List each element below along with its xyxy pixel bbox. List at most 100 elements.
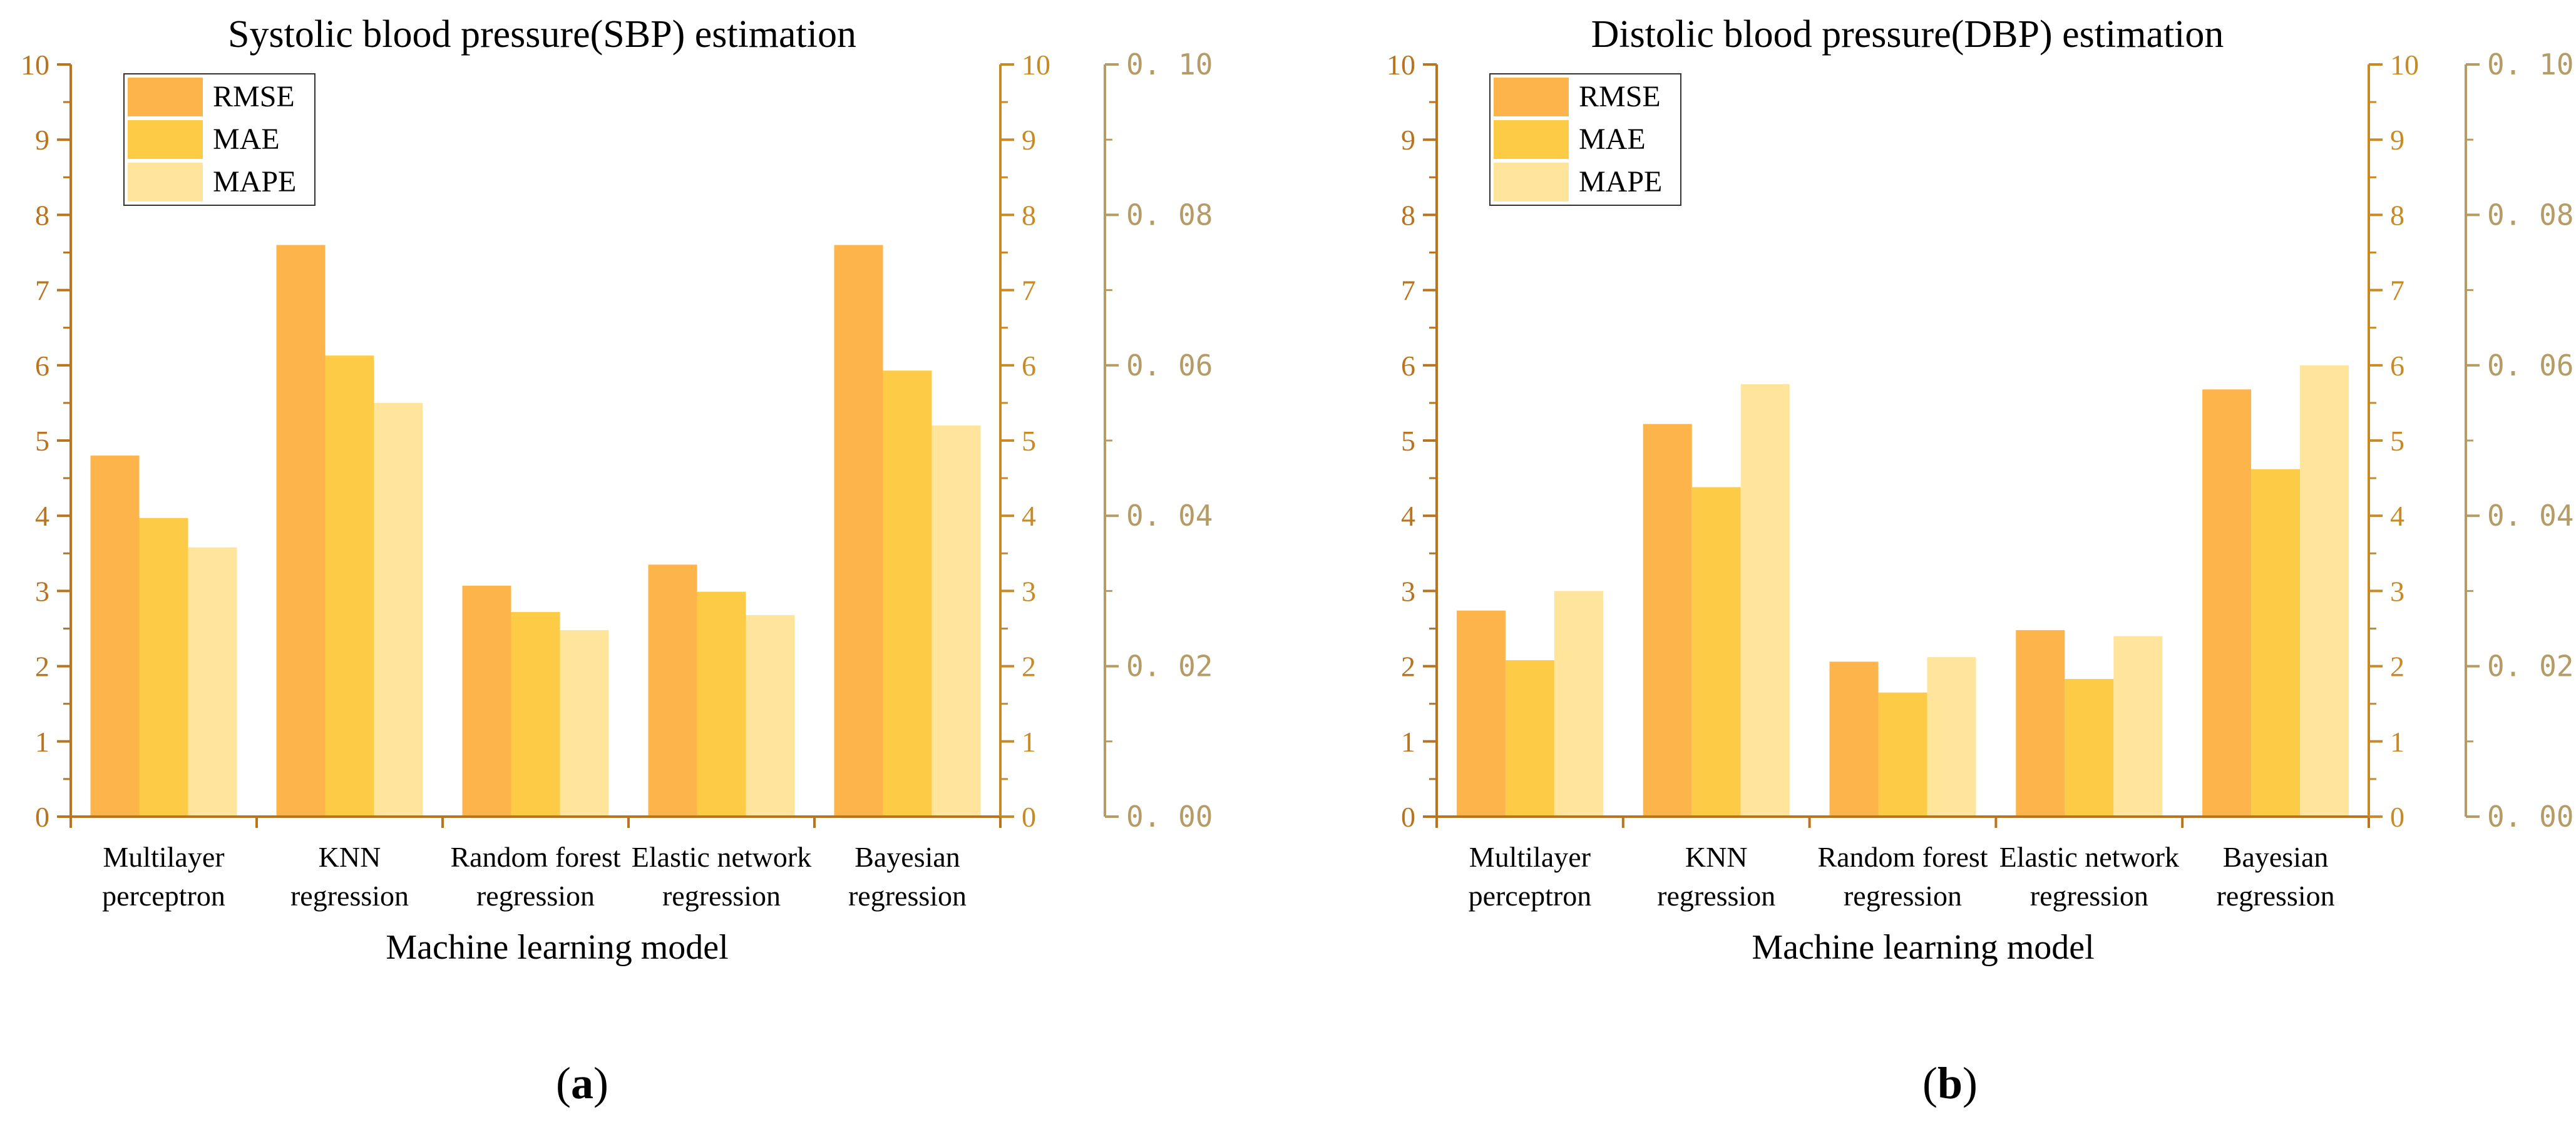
- bar-rmse-1: [90, 456, 140, 817]
- y-right-tick-label: 0. 08: [1126, 198, 1213, 232]
- y-left-tick-label: 6: [1401, 350, 1415, 382]
- x-tick-label: Random forest: [450, 841, 620, 873]
- y-mid-tick-label: 0: [1022, 801, 1036, 833]
- y-left-tick-label: 10: [21, 49, 49, 81]
- bar-mae-1: [139, 518, 188, 817]
- bar-mae-4: [697, 591, 746, 817]
- y-mid-tick-label: 2: [1022, 651, 1036, 683]
- y-left-tick-label: 10: [1387, 49, 1415, 81]
- x-tick-label: Random forest: [1817, 841, 1988, 873]
- x-tick-label: regression: [662, 880, 781, 912]
- y-right-tick-label: 0. 10: [2487, 48, 2573, 81]
- y-left-tick-label: 9: [35, 124, 49, 156]
- x-tick-label: Elastic network: [1999, 841, 2179, 873]
- y-left-tick-label: 7: [1401, 275, 1415, 307]
- y-left-tick-label: 1: [35, 726, 49, 758]
- panel-label-close: ): [1963, 1058, 1978, 1108]
- bar-mape-2: [374, 402, 423, 817]
- bar-mae-1: [1505, 660, 1554, 817]
- y-left-tick-label: 5: [1401, 425, 1415, 457]
- x-tick-label: regression: [1657, 880, 1775, 912]
- y-left-tick-label: 4: [35, 500, 49, 532]
- bar-rmse-2: [276, 245, 326, 817]
- y-mid-tick-label: 7: [2390, 275, 2404, 307]
- x-tick-label: perceptron: [1469, 880, 1592, 912]
- legend-label-mape: MAPE: [213, 165, 296, 198]
- x-tick-label: KNN: [1685, 841, 1748, 873]
- y-left-tick-label: 5: [35, 425, 49, 457]
- chart-panel-1: Systolic blood pressure(SBP) estimation M…: [21, 13, 1213, 1108]
- panel-label: (b): [1922, 1058, 1978, 1108]
- y-right-tick-label: 0. 00: [2487, 800, 2573, 834]
- y-right-tick-label: 0. 00: [1126, 800, 1213, 834]
- y-left-tick-label: 9: [1401, 124, 1415, 156]
- panel-label-open: (: [1922, 1058, 1937, 1108]
- bar-mape-3: [1927, 657, 1976, 817]
- y-mid-tick-label: 1: [1022, 726, 1036, 758]
- legend-label-rmse: RMSE: [1579, 80, 1661, 113]
- y-mid-tick-label: 10: [2390, 49, 2419, 81]
- bar-rmse-3: [1829, 661, 1879, 817]
- bar-mape-5: [2300, 365, 2349, 817]
- y-right-tick-label: 0. 06: [2487, 349, 2573, 382]
- y-left-tick-label: 0: [1401, 801, 1415, 833]
- x-axis-label: Machine learning model: [386, 928, 728, 967]
- y-left-tick-label: 2: [1401, 651, 1415, 683]
- y-right-tick-label: 0. 06: [1126, 349, 1213, 382]
- bar-mae-5: [2251, 469, 2301, 817]
- legend-label-rmse: RMSE: [213, 80, 295, 113]
- y-mid-tick-label: 4: [1022, 500, 1036, 532]
- bar-rmse-4: [2016, 630, 2065, 817]
- panel-label: (a): [556, 1058, 608, 1108]
- y-mid-tick-label: 9: [1022, 124, 1036, 156]
- y-mid-tick-label: 6: [1022, 350, 1036, 382]
- x-tick-label: regression: [290, 880, 409, 912]
- chart-panel-2: Distolic blood pressure(DBP) estimation M…: [1387, 13, 2573, 1108]
- bar-mae-3: [511, 612, 560, 817]
- x-tick-label: perceptron: [102, 880, 225, 912]
- legend: RMSE MAE MAPE: [1489, 73, 1681, 206]
- y-left-tick-label: 1: [1401, 726, 1415, 758]
- bar-mape-5: [931, 425, 981, 817]
- bar-rmse-2: [1643, 424, 1692, 817]
- x-tick-label: regression: [2030, 880, 2148, 912]
- x-tick-label: Bayesian: [854, 841, 960, 873]
- bar-rmse-4: [648, 564, 697, 817]
- chart-title: Distolic blood pressure(DBP) estimation: [1591, 13, 2224, 56]
- y-left-tick-label: 8: [35, 199, 49, 231]
- y-mid-tick-label: 1: [2390, 726, 2404, 758]
- x-tick-label: Multilayer: [1469, 841, 1591, 873]
- y-right-tick-label: 0. 04: [2487, 499, 2573, 533]
- bar-mape-2: [1740, 384, 1790, 817]
- legend: RMSE MAE MAPE: [123, 73, 316, 206]
- legend-swatch-mape: [128, 163, 203, 201]
- x-tick-label: KNN: [319, 841, 381, 873]
- panel-label-letter: b: [1937, 1058, 1963, 1108]
- legend-label-mae: MAE: [1579, 123, 1646, 156]
- y-mid-tick-label: 5: [2390, 425, 2404, 457]
- legend-label-mape: MAPE: [1579, 165, 1662, 198]
- y-left-tick-label: 3: [35, 575, 49, 607]
- x-axis-label: Machine learning model: [1752, 928, 2094, 967]
- y-mid-tick-label: 3: [2390, 575, 2404, 607]
- bar-rmse-5: [2202, 389, 2252, 817]
- x-tick-label: regression: [848, 880, 967, 912]
- y-mid-tick-label: 0: [2390, 801, 2404, 833]
- bar-rmse-3: [462, 585, 511, 817]
- x-tick-label: regression: [476, 880, 595, 912]
- y-right-tick-label: 0. 04: [1126, 499, 1213, 533]
- bar-mae-4: [2065, 679, 2114, 817]
- legend-swatch-mae: [128, 120, 203, 159]
- x-tick-label: Elastic network: [632, 841, 811, 873]
- chart-title: Systolic blood pressure(SBP) estimation: [228, 13, 856, 56]
- y-left-tick-label: 2: [35, 651, 49, 683]
- y-mid-tick-label: 4: [2390, 500, 2404, 532]
- y-mid-tick-label: 8: [1022, 199, 1036, 231]
- y-mid-tick-label: 5: [1022, 425, 1036, 457]
- y-right-tick-label: 0. 10: [1126, 48, 1213, 81]
- y-mid-tick-label: 2: [2390, 651, 2404, 683]
- y-right-tick-label: 0. 02: [1126, 650, 1213, 683]
- y-left-tick-label: 4: [1401, 500, 1415, 532]
- bar-mae-2: [325, 355, 374, 817]
- bar-mape-1: [1554, 591, 1603, 817]
